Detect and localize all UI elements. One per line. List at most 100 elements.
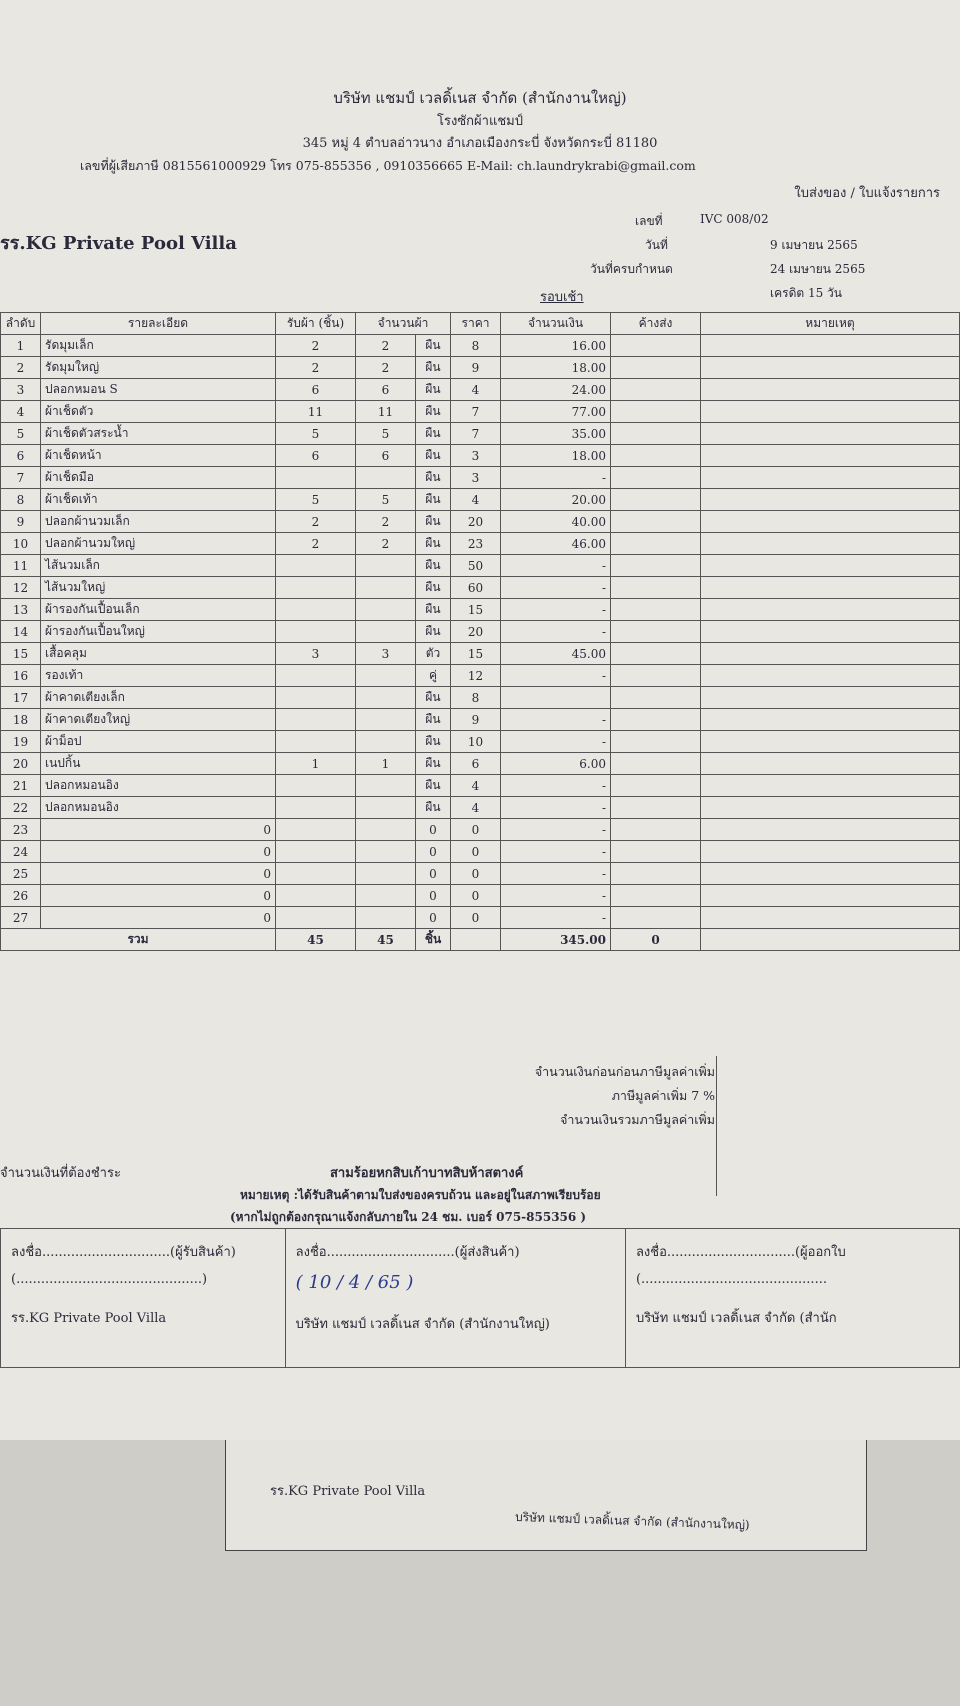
cell: 14 [0, 620, 41, 643]
cell [700, 598, 960, 621]
cell: 1 [355, 752, 416, 775]
cell: 24.00 [500, 378, 611, 401]
cell: 25 [0, 862, 41, 885]
cell: 0 [40, 840, 276, 863]
signature-date: ( 10 / 4 / 65 ) [295, 1272, 414, 1293]
cell: 22 [0, 796, 41, 819]
item-row: 17 ผ้าคาดเตียงเล็ก ผืน 8 [0, 686, 960, 709]
cell: 4 [0, 400, 41, 423]
cell: 5 [355, 488, 416, 511]
cell: ผ้าคาดเตียงใหญ่ [40, 708, 276, 731]
total-cell: 45 [275, 928, 356, 951]
customer: รร.KG Private Pool Villa [0, 233, 237, 254]
cell: 60 [450, 576, 501, 599]
item-row: 22 ปลอกหมอนอิง ผืน 4- [0, 796, 960, 819]
cell: ผืน [415, 334, 451, 357]
header-row: ลำดับ รายละเอียด รับผ้า (ชิ้น) จำนวนผ้า ราคา… [0, 312, 960, 335]
item-row: 7 ผ้าเช็ดมือ ผืน 3- [0, 466, 960, 489]
cell: 4 [450, 488, 501, 511]
cell [610, 708, 701, 731]
cell: 12 [0, 576, 41, 599]
cell: ผืน [415, 444, 451, 467]
cell: 5 [275, 422, 356, 445]
cell: - [500, 906, 611, 929]
cell: 12 [450, 664, 501, 687]
cell: 0 [40, 818, 276, 841]
signature-line: ลงชื่อ...............................(ผู… [635, 1245, 846, 1260]
signature-cell: ลงชื่อ...............................(ผู… [624, 1228, 960, 1368]
item-row: 21 ปลอกหมอนอิง ผืน 4- [0, 774, 960, 797]
signature-cell: ลงชื่อ...............................(ผู… [0, 1228, 286, 1368]
cell: 0 [415, 840, 451, 863]
signature-line: ลงชื่อ...............................(ผู… [295, 1245, 520, 1260]
note: หมายเหตุ :ได้รับสินค้าตามใบส่งของครบถ้วน… [240, 1188, 601, 1202]
item-row: 10 ปลอกผ้านวมใหญ่ 2 2 ผืน 23 46.00 [0, 532, 960, 555]
contact: เลขที่ผู้เสียภาษี 0815561000929 โทร 075-… [80, 158, 696, 173]
cell [700, 774, 960, 797]
cell [355, 686, 416, 709]
cell: ผ้าเช็ดตัว [40, 400, 276, 423]
cell: 20 [450, 620, 501, 643]
cell: 77.00 [500, 400, 611, 423]
cell [355, 884, 416, 907]
cell: ผืน [415, 686, 451, 709]
cell: 15 [450, 598, 501, 621]
cell [355, 840, 416, 863]
cell: 8 [450, 686, 501, 709]
cell: ปลอกผ้านวมใหญ่ [40, 532, 276, 555]
cell: 4 [450, 774, 501, 797]
cell [700, 906, 960, 929]
item-row: 8 ผ้าเช็ดเท้า 5 5 ผืน 4 20.00 [0, 488, 960, 511]
item-row: 23 0 0 0- [0, 818, 960, 841]
cell: 18.00 [500, 356, 611, 379]
cell: 11 [0, 554, 41, 577]
item-row: 4 ผ้าเช็ดตัว 11 11 ผืน 7 77.00 [0, 400, 960, 423]
cell: 7 [0, 466, 41, 489]
cell [700, 730, 960, 753]
cell [700, 686, 960, 709]
cell [355, 862, 416, 885]
cell [700, 752, 960, 775]
cell: - [500, 796, 611, 819]
cell [355, 466, 416, 489]
cell [700, 400, 960, 423]
cell [275, 576, 356, 599]
signature-name: บริษัท แชมป์ เวลดิ้เนส จำกัด (สำนักงานให… [295, 1317, 550, 1332]
cell: ผืน [415, 554, 451, 577]
cell: 20.00 [500, 488, 611, 511]
cell [700, 510, 960, 533]
cell [275, 840, 356, 863]
cell: 2 [0, 356, 41, 379]
cell: รองเท้า [40, 664, 276, 687]
cell [610, 884, 701, 907]
cell: 6 [355, 378, 416, 401]
cell: 13 [0, 598, 41, 621]
cell: - [500, 598, 611, 621]
cell: 1 [0, 334, 41, 357]
cell [355, 818, 416, 841]
cell: 11 [355, 400, 416, 423]
cell [275, 466, 356, 489]
cell: ผืน [415, 752, 451, 775]
cell [610, 444, 701, 467]
cell: 0 [450, 884, 501, 907]
cell: 3 [355, 642, 416, 665]
date-label: วันที่ [645, 238, 668, 252]
cell [610, 840, 701, 863]
cell: - [500, 576, 611, 599]
due-label: วันที่ครบกำหนด [590, 262, 673, 276]
item-row: 20 เนปกิ้น 1 1 ผืน 6 6.00 [0, 752, 960, 775]
cell [610, 752, 701, 775]
cell: 2 [275, 334, 356, 357]
cell: 0 [450, 906, 501, 929]
before-vat: จำนวนเงินก่อนก่อนภาษีมูลค่าเพิ่ม [534, 1064, 715, 1079]
cell: 0 [450, 840, 501, 863]
cell: 6 [450, 752, 501, 775]
cell: 18 [0, 708, 41, 731]
cell: 0 [40, 862, 276, 885]
total-cell [700, 928, 960, 951]
cell: 24 [0, 840, 41, 863]
cell: 6 [355, 444, 416, 467]
cell [275, 620, 356, 643]
cell: ผืน [415, 400, 451, 423]
